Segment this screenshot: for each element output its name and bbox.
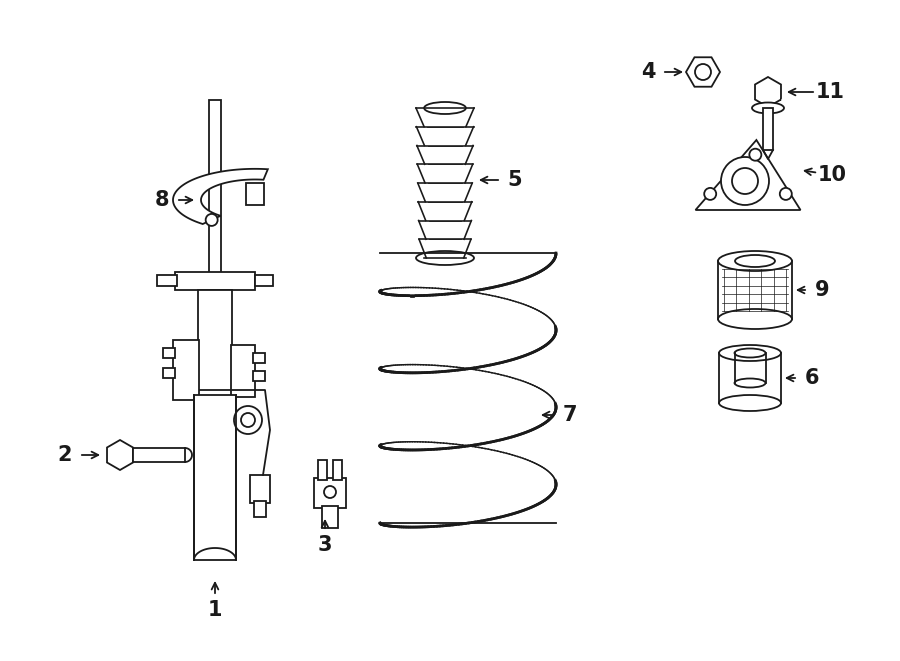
Ellipse shape bbox=[416, 251, 474, 265]
Text: 10: 10 bbox=[817, 165, 847, 185]
Circle shape bbox=[206, 214, 218, 226]
Bar bbox=[173, 340, 199, 400]
Ellipse shape bbox=[718, 309, 792, 329]
Ellipse shape bbox=[734, 379, 766, 387]
Circle shape bbox=[241, 413, 255, 427]
Bar bbox=[253, 371, 265, 381]
Bar bbox=[254, 501, 266, 517]
Text: 2: 2 bbox=[58, 445, 72, 465]
Ellipse shape bbox=[734, 348, 766, 358]
Text: 6: 6 bbox=[805, 368, 819, 388]
Bar bbox=[163, 348, 175, 358]
Circle shape bbox=[695, 64, 711, 80]
Bar bbox=[333, 460, 342, 480]
Circle shape bbox=[721, 157, 769, 205]
Bar bbox=[322, 506, 338, 528]
Circle shape bbox=[750, 149, 761, 161]
Polygon shape bbox=[755, 77, 781, 107]
Bar bbox=[255, 275, 273, 286]
Circle shape bbox=[704, 188, 716, 200]
Bar bbox=[194, 395, 236, 560]
Text: 11: 11 bbox=[815, 82, 844, 102]
Bar bbox=[231, 345, 255, 397]
Polygon shape bbox=[696, 140, 800, 210]
Ellipse shape bbox=[735, 255, 775, 267]
Text: 3: 3 bbox=[318, 535, 332, 555]
Bar bbox=[209, 100, 221, 275]
Polygon shape bbox=[173, 169, 268, 224]
Bar bbox=[175, 272, 255, 290]
Bar bbox=[157, 275, 177, 286]
Circle shape bbox=[234, 406, 262, 434]
Bar bbox=[314, 478, 346, 508]
Bar bbox=[198, 290, 232, 390]
Ellipse shape bbox=[719, 345, 781, 361]
Ellipse shape bbox=[718, 251, 792, 271]
Polygon shape bbox=[686, 58, 720, 87]
Text: 9: 9 bbox=[814, 280, 829, 300]
Ellipse shape bbox=[752, 102, 784, 114]
Bar bbox=[246, 183, 264, 205]
Text: 4: 4 bbox=[641, 62, 655, 82]
Polygon shape bbox=[107, 440, 133, 470]
Bar bbox=[163, 368, 175, 378]
Bar bbox=[318, 460, 327, 480]
Ellipse shape bbox=[719, 395, 781, 411]
Ellipse shape bbox=[424, 102, 466, 114]
Circle shape bbox=[324, 486, 336, 498]
Text: 1: 1 bbox=[208, 600, 222, 620]
Text: 7: 7 bbox=[562, 405, 577, 425]
Text: 8: 8 bbox=[155, 190, 169, 210]
Circle shape bbox=[732, 168, 758, 194]
Bar bbox=[763, 108, 773, 150]
Bar bbox=[253, 353, 265, 363]
Bar bbox=[133, 448, 185, 462]
Bar bbox=[250, 475, 270, 503]
Circle shape bbox=[779, 188, 792, 200]
Text: 5: 5 bbox=[508, 170, 522, 190]
